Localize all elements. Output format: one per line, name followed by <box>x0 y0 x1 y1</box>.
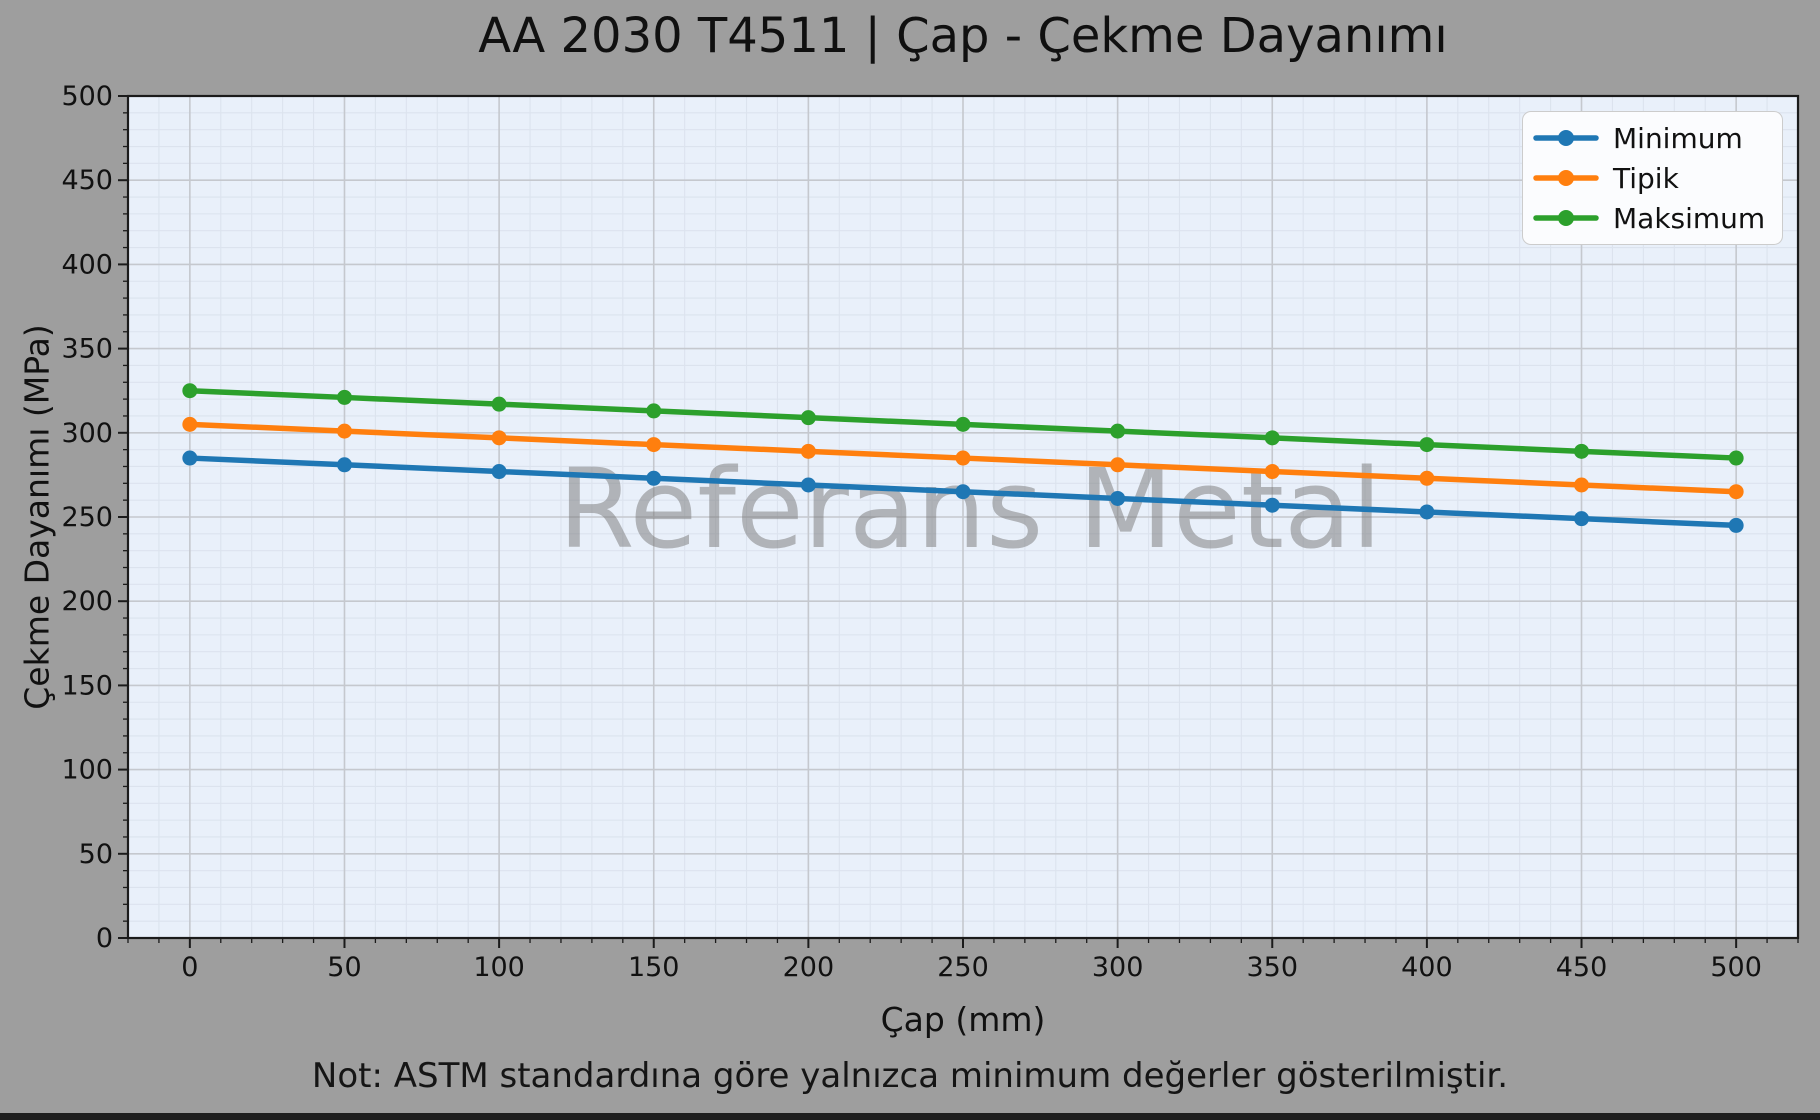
data-point-marker <box>1574 477 1590 493</box>
legend-line-sample-icon <box>1533 170 1599 186</box>
data-point-marker <box>336 457 352 473</box>
x-axis-label: Çap (mm) <box>880 1000 1046 1039</box>
y-tick-label: 500 <box>61 81 113 112</box>
data-point-marker <box>491 464 507 480</box>
data-point-marker <box>1110 423 1126 439</box>
y-tick-label: 150 <box>61 670 113 701</box>
data-point-marker <box>182 450 198 466</box>
data-point-marker <box>182 383 198 399</box>
x-tick-label: 0 <box>181 952 198 983</box>
axis-ticks <box>118 95 1799 948</box>
data-point-marker <box>491 396 507 412</box>
data-point-marker <box>1264 430 1280 446</box>
data-point-marker <box>1728 517 1744 533</box>
x-tick-label: 200 <box>783 952 835 983</box>
data-point-marker <box>182 416 198 432</box>
data-point-marker <box>800 477 816 493</box>
data-point-marker <box>336 389 352 405</box>
legend-line-sample-icon <box>1533 130 1599 146</box>
y-tick-label: 50 <box>79 839 113 870</box>
y-tick-label: 0 <box>96 923 113 954</box>
data-point-marker <box>336 423 352 439</box>
x-tick-label: 100 <box>473 952 525 983</box>
data-point-marker <box>1110 457 1126 473</box>
data-point-marker <box>1264 497 1280 513</box>
y-tick-label: 300 <box>61 418 113 449</box>
y-axis-label: Çekme Dayanımı (MPa) <box>17 324 57 710</box>
y-tick-label: 400 <box>61 249 113 280</box>
data-point-marker <box>800 443 816 459</box>
legend-item-maksimum: Maksimum <box>1533 202 1772 235</box>
data-point-marker <box>955 450 971 466</box>
y-tick-label: 200 <box>61 586 113 617</box>
legend-label-maksimum: Maksimum <box>1613 201 1766 235</box>
data-point-marker <box>1419 470 1435 486</box>
y-tick-label: 100 <box>61 755 113 786</box>
watermark: Referans Metal <box>558 445 1382 573</box>
data-point-marker <box>1728 450 1744 466</box>
data-point-marker <box>1264 464 1280 480</box>
data-point-marker <box>646 470 662 486</box>
series-minimum <box>182 450 1744 533</box>
x-tick-label: 250 <box>937 952 989 983</box>
data-point-marker <box>1574 511 1590 527</box>
data-point-marker <box>1110 490 1126 506</box>
series-tipik <box>182 416 1744 500</box>
data-point-marker <box>646 437 662 453</box>
legend: Minimum Tipik Maksimum <box>1522 111 1783 245</box>
y-tick-label: 350 <box>61 334 113 365</box>
legend-item-minimum: Minimum <box>1533 122 1772 155</box>
x-tick-label: 150 <box>628 952 680 983</box>
data-point-marker <box>1728 484 1744 500</box>
data-point-marker <box>1419 437 1435 453</box>
x-tick-label: 50 <box>327 952 361 983</box>
legend-item-tipik: Tipik <box>1533 162 1772 195</box>
legend-label-tipik: Tipik <box>1613 161 1679 195</box>
y-tick-label: 250 <box>61 502 113 533</box>
y-tick-label: 450 <box>61 165 113 196</box>
legend-label-minimum: Minimum <box>1613 121 1743 155</box>
data-point-marker <box>491 430 507 446</box>
tick-labels: 0 50 100 150 200 250 300 350 400 450 500 0 50 100 150 2… <box>61 81 1761 983</box>
data-point-marker <box>1574 443 1590 459</box>
data-point-marker <box>955 416 971 432</box>
data-point-marker <box>1419 504 1435 520</box>
x-tick-label: 300 <box>1092 952 1144 983</box>
x-tick-label: 450 <box>1556 952 1608 983</box>
data-point-marker <box>800 410 816 426</box>
data-point-marker <box>646 403 662 419</box>
legend-line-sample-icon <box>1533 210 1599 226</box>
series-maksimum <box>182 383 1744 466</box>
x-tick-label: 500 <box>1710 952 1762 983</box>
x-tick-label: 350 <box>1246 952 1298 983</box>
chart-title: AA 2030 T4511 | Çap - Çekme Dayanımı <box>478 8 1448 64</box>
data-point-marker <box>955 484 971 500</box>
x-tick-label: 400 <box>1401 952 1453 983</box>
footnote: Not: ASTM standardına göre yalnızca mini… <box>311 1056 1509 1096</box>
bottom-edge <box>0 1113 1820 1120</box>
